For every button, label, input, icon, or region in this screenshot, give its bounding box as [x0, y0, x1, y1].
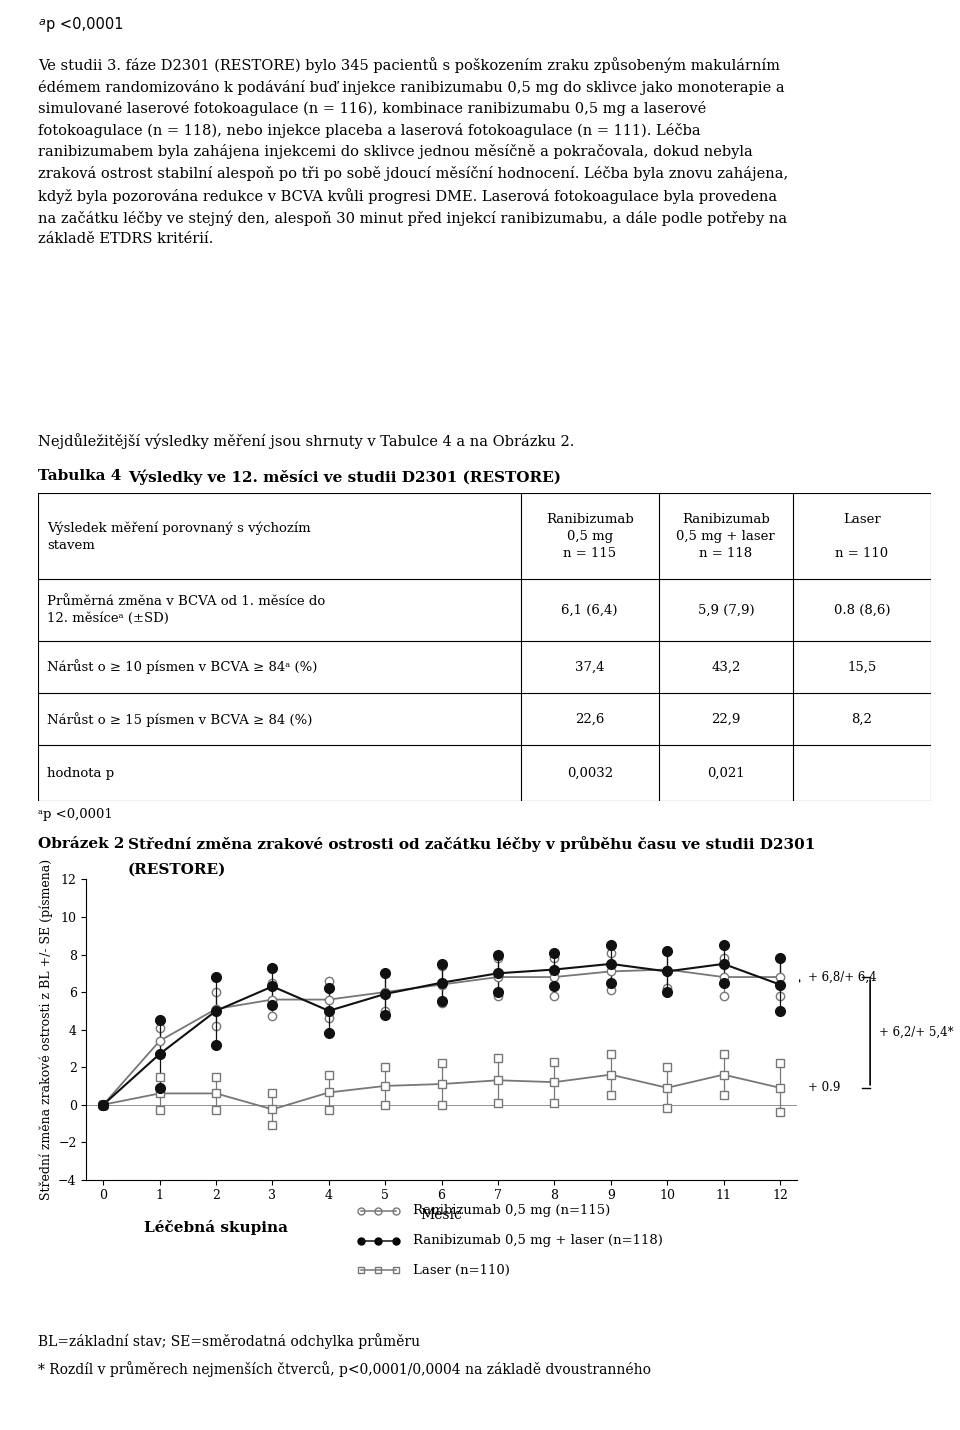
Text: Obrázek 2: Obrázek 2	[38, 837, 125, 851]
Text: Ranibizumab 0,5 mg + laser (n=118): Ranibizumab 0,5 mg + laser (n=118)	[413, 1234, 662, 1247]
Text: Výsledek měření porovnaný s výchozím
stavem: Výsledek měření porovnaný s výchozím sta…	[47, 521, 311, 552]
Text: Tabulka 4: Tabulka 4	[38, 469, 122, 483]
Text: * Rozdíl v průměrech nejmenších čtverců, p<0,0001/0,0004 na základě dvoustrannéh: * Rozdíl v průměrech nejmenších čtverců,…	[38, 1361, 652, 1377]
Text: 22,9: 22,9	[711, 712, 740, 726]
Text: 15,5: 15,5	[848, 661, 876, 674]
Text: Ve studii 3. fáze D2301 (RESTORE) bylo 345 pacientů s poškozením zraku způsobený: Ve studii 3. fáze D2301 (RESTORE) bylo 3…	[38, 57, 789, 246]
Text: 37,4: 37,4	[575, 661, 605, 674]
Text: 43,2: 43,2	[711, 661, 740, 674]
Text: + 6,2/+ 5,4*: + 6,2/+ 5,4*	[878, 1025, 953, 1040]
Text: Ranibizumab 0,5 mg (n=115): Ranibizumab 0,5 mg (n=115)	[413, 1204, 610, 1217]
Text: 6,1 (6,4): 6,1 (6,4)	[562, 603, 618, 616]
Text: (RESTORE): (RESTORE)	[128, 862, 226, 877]
Text: Laser

n = 110: Laser n = 110	[835, 513, 889, 561]
Text: ᵃp <0,0001: ᵃp <0,0001	[38, 808, 113, 821]
Text: Ranibizumab
0,5 mg
n = 115: Ranibizumab 0,5 mg n = 115	[546, 513, 634, 561]
Text: 22,6: 22,6	[575, 712, 605, 726]
Text: Výsledky ve 12. měsíci ve studii D2301 (RESTORE): Výsledky ve 12. měsíci ve studii D2301 (…	[128, 469, 561, 485]
Text: hodnota p: hodnota p	[47, 766, 114, 779]
Text: Průměrná změna v BCVA od 1. měsíce do
12. měsíceᵃ (±SD): Průměrná změna v BCVA od 1. měsíce do 12…	[47, 595, 325, 625]
X-axis label: Měsíc: Měsíc	[420, 1208, 463, 1223]
Text: p <0,0001: p <0,0001	[46, 17, 124, 31]
Text: Léčebná skupina: Léčebná skupina	[144, 1220, 288, 1234]
Text: Nárůst o ≥ 15 písmen v BCVA ≥ 84 (%): Nárůst o ≥ 15 písmen v BCVA ≥ 84 (%)	[47, 712, 313, 726]
Text: Nárůst o ≥ 10 písmen v BCVA ≥ 84ᵃ (%): Nárůst o ≥ 10 písmen v BCVA ≥ 84ᵃ (%)	[47, 659, 318, 675]
Y-axis label: Střední změna zrakové ostrosti z BL +/- SE (písmena): Střední změna zrakové ostrosti z BL +/- …	[39, 859, 53, 1200]
Text: Nejdůležitější výsledky měření jsou shrnuty v Tabulce 4 a na Obrázku 2.: Nejdůležitější výsledky měření jsou shrn…	[38, 433, 575, 449]
Text: BL=základní stav; SE=směrodatná odchylka průměru: BL=základní stav; SE=směrodatná odchylka…	[38, 1333, 420, 1348]
Text: Ranibizumab
0,5 mg + laser
n = 118: Ranibizumab 0,5 mg + laser n = 118	[677, 513, 776, 561]
Text: 5,9 (7,9): 5,9 (7,9)	[698, 603, 755, 616]
Text: Laser (n=110): Laser (n=110)	[413, 1264, 510, 1277]
Text: + 6,8/+ 6,4: + 6,8/+ 6,4	[808, 971, 876, 984]
Text: 0,021: 0,021	[708, 766, 745, 779]
Text: + 0.9: + 0.9	[808, 1081, 840, 1094]
Text: 8,2: 8,2	[852, 712, 873, 726]
Text: 0,0032: 0,0032	[566, 766, 612, 779]
Text: 0.8 (8,6): 0.8 (8,6)	[833, 603, 890, 616]
Text: Střední změna zrakové ostrosti od začátku léčby v průběhu času ve studii D2301: Střední změna zrakové ostrosti od začátk…	[128, 837, 815, 852]
Text: a: a	[38, 17, 45, 27]
